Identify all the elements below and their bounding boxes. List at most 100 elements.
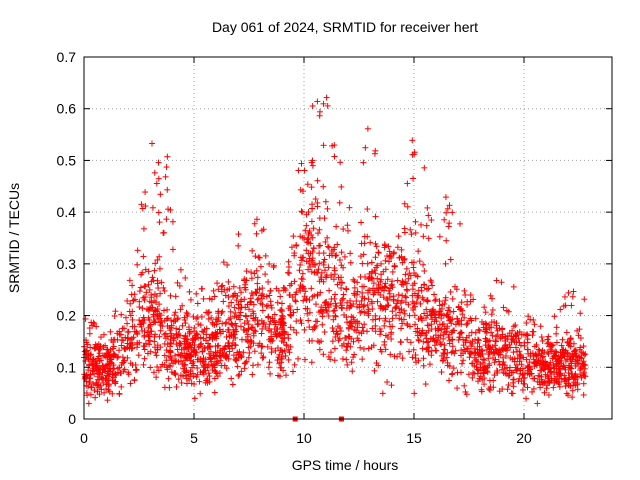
data-point xyxy=(185,326,192,333)
data-point xyxy=(156,219,163,226)
data-point xyxy=(388,382,395,389)
data-point xyxy=(160,307,167,314)
data-point xyxy=(372,328,379,335)
data-point xyxy=(151,267,158,274)
data-point xyxy=(581,296,588,303)
data-point xyxy=(333,223,340,230)
data-point xyxy=(371,367,378,374)
data-point xyxy=(562,366,569,373)
data-point xyxy=(248,269,255,276)
data-point xyxy=(306,337,313,344)
data-point xyxy=(285,258,292,265)
data-point xyxy=(243,313,250,320)
data-point xyxy=(155,367,162,374)
data-point xyxy=(235,231,242,238)
data-point xyxy=(565,289,572,296)
data-point xyxy=(519,372,526,379)
data-point xyxy=(202,367,209,374)
data-point xyxy=(314,98,321,105)
data-point xyxy=(230,283,237,290)
data-point xyxy=(145,281,152,288)
data-point xyxy=(308,359,315,366)
data-point xyxy=(412,229,419,236)
data-point xyxy=(250,362,257,369)
data-point xyxy=(258,330,265,337)
data-point xyxy=(359,324,366,331)
data-point xyxy=(396,309,403,316)
data-point xyxy=(336,256,343,263)
data-point xyxy=(314,269,321,276)
data-point xyxy=(461,382,468,389)
data-point xyxy=(324,102,331,109)
data-point xyxy=(223,319,230,326)
data-point xyxy=(340,291,347,298)
data-point xyxy=(410,175,417,182)
data-point xyxy=(569,394,576,401)
data-point xyxy=(330,246,337,253)
data-point xyxy=(475,337,482,344)
data-point xyxy=(224,261,231,268)
data-point xyxy=(252,317,259,324)
data-point xyxy=(297,317,304,324)
data-point xyxy=(186,288,193,295)
data-point xyxy=(111,313,118,320)
data-point xyxy=(336,324,343,331)
data-point xyxy=(128,345,135,352)
data-point xyxy=(266,359,273,366)
data-point xyxy=(195,321,202,328)
data-point xyxy=(119,325,126,332)
data-point xyxy=(112,308,119,315)
data-point xyxy=(200,371,207,378)
data-point xyxy=(498,366,505,373)
data-point xyxy=(420,261,427,268)
data-point xyxy=(471,345,478,352)
y-tick-label: 0.6 xyxy=(57,101,77,117)
data-point xyxy=(313,301,320,308)
data-point xyxy=(91,320,98,327)
data-point xyxy=(570,288,577,295)
data-point xyxy=(287,312,294,319)
data-point xyxy=(331,271,338,278)
data-point xyxy=(246,349,253,356)
data-point xyxy=(309,162,316,169)
data-point xyxy=(510,283,517,290)
data-point xyxy=(403,286,410,293)
data-point xyxy=(483,336,490,343)
data-point xyxy=(460,357,467,364)
data-point xyxy=(248,275,255,282)
y-tick-label: 0.4 xyxy=(57,204,77,220)
data-point xyxy=(412,218,419,225)
data-point xyxy=(162,173,169,180)
data-point xyxy=(379,390,386,397)
data-point xyxy=(88,384,95,391)
data-point xyxy=(472,336,479,343)
data-point xyxy=(405,301,412,308)
data-point xyxy=(397,350,404,357)
data-point xyxy=(459,336,466,343)
data-point xyxy=(415,357,422,364)
data-point xyxy=(231,304,238,311)
data-point xyxy=(386,248,393,255)
data-point xyxy=(167,363,174,370)
data-point xyxy=(339,305,346,312)
data-point xyxy=(174,316,181,323)
data-point xyxy=(172,309,179,316)
data-point xyxy=(364,260,371,267)
data-point xyxy=(541,389,548,396)
data-point xyxy=(315,230,322,237)
data-point xyxy=(338,249,345,256)
data-point xyxy=(580,343,587,350)
data-point xyxy=(314,177,321,184)
data-point xyxy=(309,255,316,262)
data-point xyxy=(534,400,541,407)
data-point xyxy=(425,212,432,219)
data-point xyxy=(392,305,399,312)
data-point xyxy=(266,292,273,299)
data-point xyxy=(350,301,357,308)
data-point xyxy=(168,317,175,324)
data-point xyxy=(426,361,433,368)
data-point xyxy=(267,287,274,294)
data-point xyxy=(449,295,456,302)
data-point xyxy=(460,342,467,349)
data-point xyxy=(552,352,559,359)
